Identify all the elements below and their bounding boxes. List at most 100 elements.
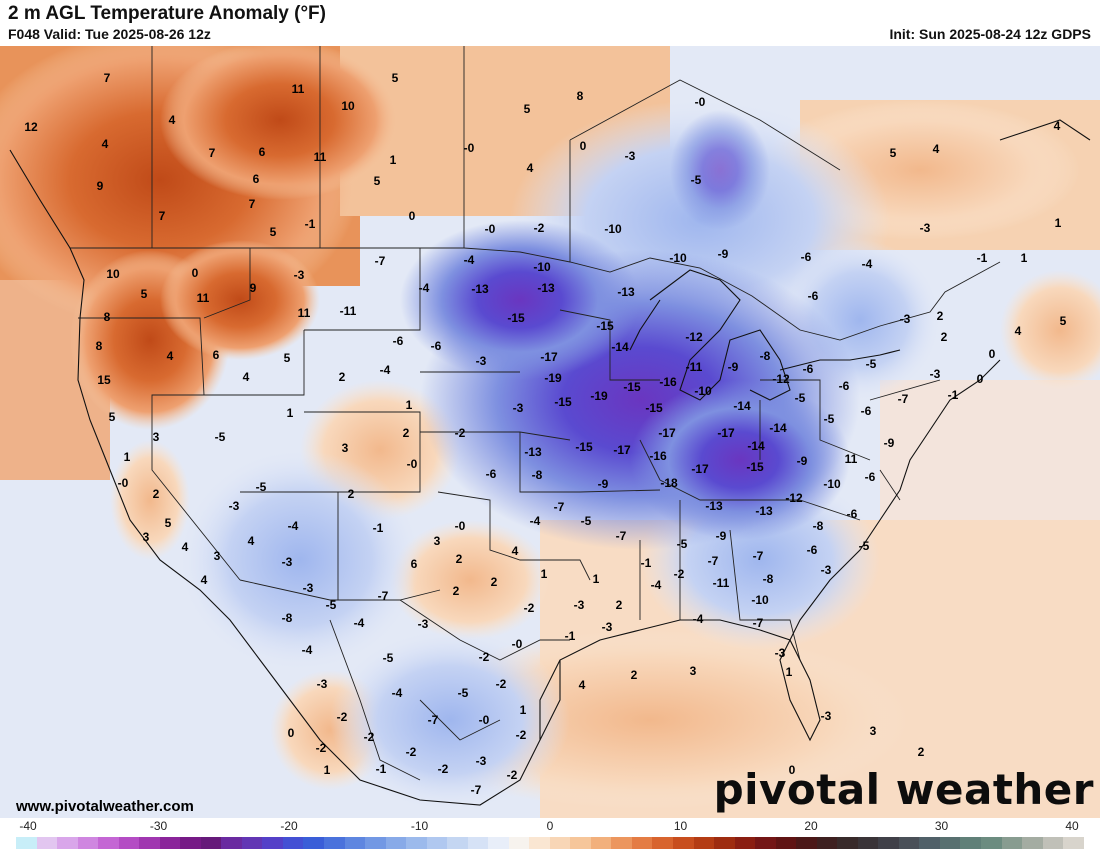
website-url[interactable]: www.pivotalweather.com: [16, 798, 194, 815]
anomaly-value: -17: [540, 350, 558, 364]
anomaly-value: 2: [941, 330, 948, 344]
colorbar-swatch: [118, 837, 140, 849]
anomaly-value: 11: [197, 291, 210, 305]
colorbar-swatch: [919, 837, 940, 849]
colorbar-swatch: [714, 837, 735, 849]
anomaly-value: -10: [823, 477, 841, 491]
colorbar-swatch: [1042, 837, 1064, 849]
anomaly-value: 1: [390, 153, 397, 167]
anomaly-value: 2: [937, 309, 944, 323]
anomaly-value: -16: [649, 449, 667, 463]
anomaly-value: -10: [669, 251, 687, 265]
anomaly-value: -9: [797, 454, 808, 468]
anomaly-value: -12: [772, 372, 790, 386]
anomaly-value: -0: [455, 519, 466, 533]
colorbar-swatch: [549, 837, 571, 849]
political-boundaries: [70, 46, 1001, 781]
colorbar-swatch: [488, 837, 509, 849]
anomaly-value: 3: [434, 534, 441, 548]
colorbar-swatch: [796, 837, 817, 849]
anomaly-value: -8: [532, 468, 543, 482]
anomaly-value: -4: [392, 686, 403, 700]
anomaly-value: 4: [512, 544, 519, 558]
anomaly-value: -7: [375, 254, 386, 268]
anomaly-value: -12: [785, 491, 803, 505]
colorbar-tick-label: -20: [280, 819, 298, 833]
colorbar-swatch: [570, 837, 591, 849]
anomaly-value: 4: [933, 142, 940, 156]
colorbar-swatch: [980, 837, 1002, 849]
colorbar-swatch: [344, 837, 366, 849]
anomaly-value: -7: [753, 549, 764, 563]
anomaly-value: 1: [406, 398, 413, 412]
colorbar-tick-label: 10: [673, 819, 688, 833]
anomaly-value: -19: [590, 389, 608, 403]
anomaly-value: -5: [795, 391, 806, 405]
anomaly-value: -3: [920, 221, 931, 235]
anomaly-value: -6: [861, 404, 872, 418]
anomaly-value: -14: [747, 439, 765, 453]
colorbar-swatch: [241, 837, 263, 849]
anomaly-value: 0: [789, 763, 796, 777]
anomaly-value: -2: [674, 567, 685, 581]
anomaly-value: -6: [431, 339, 442, 353]
anomaly-value: 11: [292, 82, 305, 96]
colorbar-tick-label: 30: [934, 819, 949, 833]
anomaly-value: -2: [455, 426, 466, 440]
init-time: Init: Sun 2025-08-24 12z GDPS: [889, 26, 1091, 42]
anomaly-value: 11: [845, 452, 858, 466]
anomaly-value: 4: [167, 349, 174, 363]
anomaly-value: 5: [392, 71, 399, 85]
anomaly-value: 2: [348, 487, 355, 501]
colorbar-swatch: [385, 837, 407, 849]
anomaly-value: -7: [616, 529, 627, 543]
anomaly-map[interactable]: 7 12 4 9 7 4 11 7 6 6 7 5 11 5 1 10 5 0 -1 5 8 -0 4 -0 -2 0 -3 -0 -5…: [0, 46, 1100, 818]
anomaly-value: 7: [209, 146, 216, 160]
anomaly-value: 1: [1021, 251, 1028, 265]
anomaly-value: -16: [659, 375, 677, 389]
anomaly-value: 5: [109, 410, 116, 424]
atlantic-neutral: [880, 380, 1100, 520]
anomaly-value: -17: [691, 462, 709, 476]
anomaly-value: 2: [403, 426, 410, 440]
colorbar: -40 -30 -20 -10 0 10 20 30 40: [0, 818, 1100, 850]
anomaly-value: 0: [580, 139, 587, 153]
anomaly-value: -1: [305, 217, 316, 231]
anomaly-value: -0: [512, 637, 523, 651]
anomaly-value: -3: [513, 401, 524, 415]
anomaly-value: 2: [616, 598, 623, 612]
anomaly-value: -8: [763, 572, 774, 586]
valid-time: F048 Valid: Tue 2025-08-26 12z: [8, 26, 211, 42]
anomaly-value: -0: [407, 457, 418, 471]
anomaly-value: -3: [821, 563, 832, 577]
anomaly-value: -1: [641, 556, 652, 570]
colorbar-ticks: -40 -30 -20 -10 0 10 20 30 40: [0, 818, 1100, 836]
anomaly-value: 8: [96, 339, 103, 353]
colorbar-strip: [16, 837, 1084, 849]
anomaly-value: -14: [733, 399, 751, 413]
anomaly-value: 7: [159, 209, 166, 223]
colorbar-swatch: [857, 837, 879, 849]
anomaly-value: -4: [380, 363, 391, 377]
colorbar-swatch: [1063, 837, 1084, 849]
anomaly-value: -5: [581, 514, 592, 528]
anomaly-value: -9: [716, 529, 727, 543]
colorbar-swatch: [960, 837, 981, 849]
anomaly-value: 6: [259, 145, 266, 159]
anomaly-value: 5: [270, 225, 277, 239]
anomaly-value: 4: [248, 534, 255, 548]
map-title: 2 m AGL Temperature Anomaly (°F): [8, 3, 326, 24]
anomaly-value: -10: [533, 260, 551, 274]
anomaly-value: -15: [507, 311, 525, 325]
colorbar-tick-label: -10: [410, 819, 429, 833]
anomaly-value: 15: [97, 373, 111, 387]
anomaly-value: -9: [718, 247, 729, 261]
anomaly-value: -7: [378, 589, 389, 603]
anomaly-value: 9: [97, 179, 104, 193]
colorbar-swatch: [837, 837, 858, 849]
anomaly-value: -3: [282, 555, 293, 569]
anomaly-value: 7: [104, 71, 111, 85]
anomaly-value: -2: [507, 768, 518, 782]
anomaly-value: 3: [690, 664, 697, 678]
anomaly-value: -3: [900, 312, 911, 326]
